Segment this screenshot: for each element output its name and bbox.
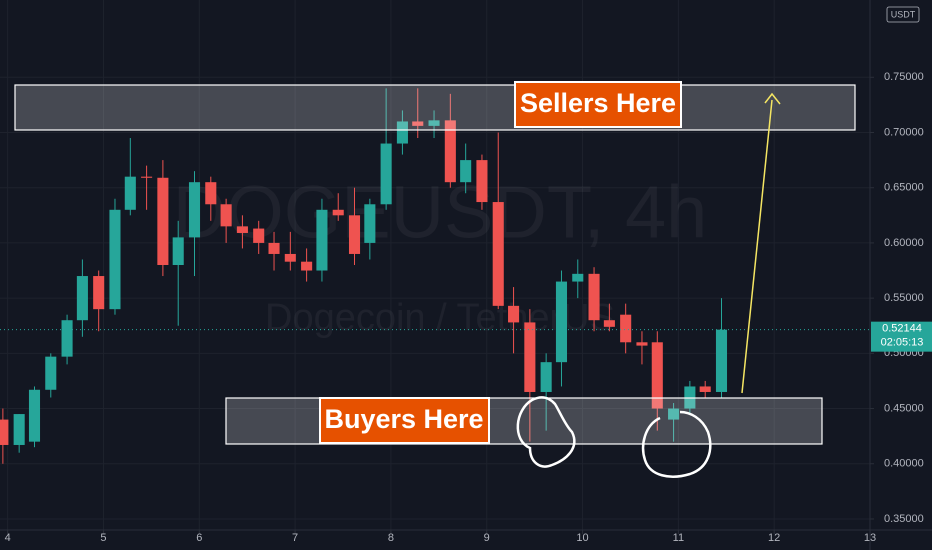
candle-body [301, 261, 313, 271]
arrow-head [764, 92, 781, 105]
sellers-tag [514, 81, 682, 128]
y-tick-label: 0.75000 [884, 71, 924, 83]
candle-body [45, 356, 57, 390]
currency: USDT [891, 9, 916, 19]
circle-mark [641, 410, 712, 478]
candle-body [157, 177, 169, 265]
candle-body [476, 160, 488, 203]
x-tick-label: 7 [292, 532, 298, 544]
candle-body [555, 281, 568, 363]
candle-body [636, 342, 648, 346]
candle-body [348, 215, 361, 254]
candle-body [220, 204, 232, 227]
x-tick-label: 4 [5, 532, 11, 544]
last-price-tag [871, 321, 932, 352]
y-tick-label: 0.60000 [884, 237, 924, 249]
buyers-zone [225, 397, 823, 445]
candle-body [93, 276, 105, 310]
candle-body [651, 342, 663, 409]
x-tick-label: 8 [388, 532, 394, 544]
candle-body [540, 362, 552, 392]
candle-body [268, 242, 280, 254]
candle-body [492, 202, 504, 306]
candle-body [172, 237, 184, 265]
buyers-tag [319, 397, 490, 444]
x-tick-label: 12 [768, 532, 780, 544]
candle-body [603, 320, 615, 327]
candle-body [332, 209, 344, 216]
candle-body [428, 120, 440, 126]
y-tick-label: 0.65000 [884, 182, 924, 194]
candle-body [28, 389, 41, 442]
candles [0, 88, 728, 464]
y-tick-label: 0.40000 [884, 458, 924, 470]
candle-body [364, 204, 376, 243]
candle-body [588, 273, 600, 321]
sellers-label: Sellers Here [520, 88, 676, 118]
candle-body [620, 314, 632, 343]
x-tick-label: 5 [100, 532, 106, 544]
y-tick-label: 0.35000 [884, 513, 924, 525]
candle-body [444, 120, 456, 183]
candle-body [316, 209, 328, 271]
axis-labels: 0.350000.400000.450000.500000.550000.600… [5, 71, 924, 544]
candle-body [668, 408, 680, 420]
candle-body [412, 121, 424, 126]
candle-body [253, 228, 265, 243]
candle-body [524, 322, 536, 392]
candle-body [188, 182, 201, 238]
x-tick-label: 9 [484, 532, 490, 544]
candle-body [715, 329, 728, 392]
arrow-line [741, 99, 773, 394]
y-tick-label: 0.70000 [884, 126, 924, 138]
candle-body [572, 273, 584, 282]
x-tick-label: 11 [673, 532, 684, 544]
candle-body [699, 386, 711, 392]
watermark: DOGEUSDT, 4h [173, 171, 708, 254]
candle-body [205, 182, 217, 205]
buyers-label: Buyers Here [324, 404, 483, 434]
candle-body [109, 209, 121, 310]
currency-badge [886, 6, 920, 23]
candle-body [508, 305, 520, 323]
last-price-label: 0.52144 [882, 323, 922, 335]
y-tick-label: 0.55000 [884, 292, 924, 304]
candle-body [460, 160, 472, 183]
candle-body [61, 320, 73, 357]
y-tick-label: 0.45000 [884, 402, 924, 414]
circle-mark [516, 396, 576, 468]
countdown: 02:05:13 [881, 337, 924, 349]
candle-body [236, 226, 248, 233]
candle-body [76, 276, 88, 321]
x-tick-label: 6 [196, 532, 202, 544]
candle-body [284, 253, 296, 262]
candle-body [380, 143, 392, 205]
candle-body [396, 121, 408, 144]
sellers-zone [14, 84, 856, 131]
candle-body [124, 176, 136, 210]
x-tick-label: 10 [576, 532, 588, 544]
candle-body [141, 176, 153, 178]
candle-body [0, 419, 9, 445]
x-tick-label: 13 [864, 532, 876, 544]
candle-body [13, 414, 25, 445]
